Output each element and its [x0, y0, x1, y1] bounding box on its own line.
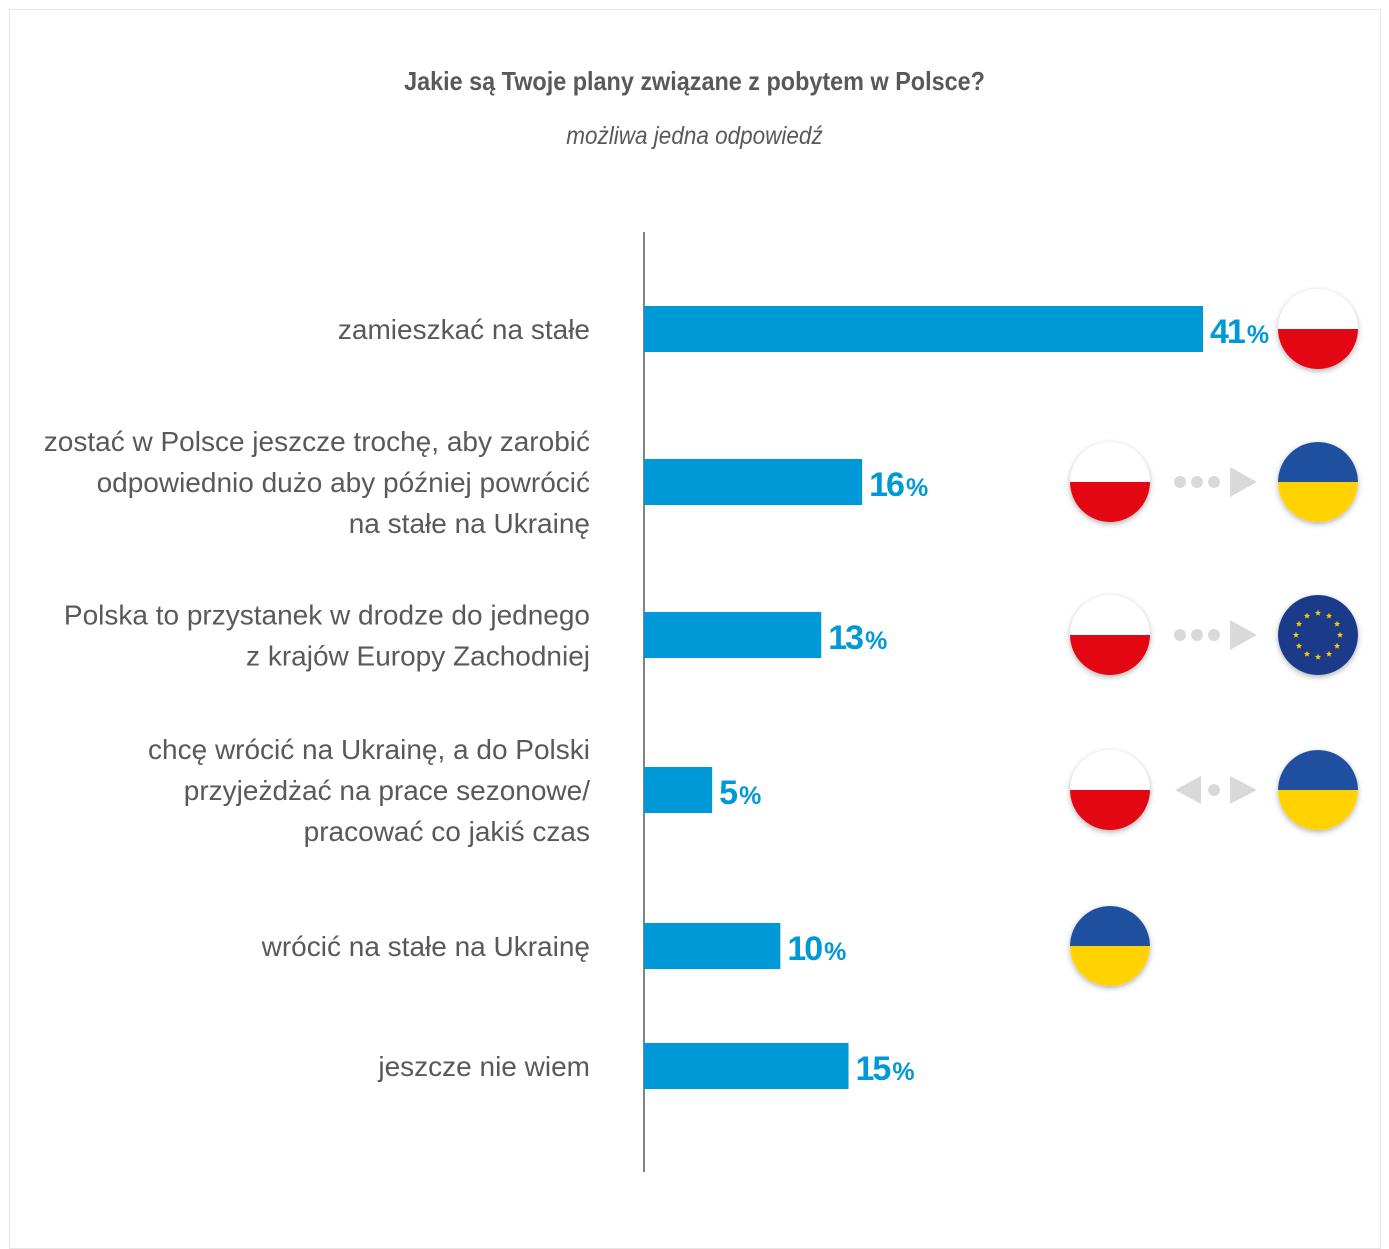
poland-flag-icon [1278, 289, 1358, 369]
direction-arrow-icon [1174, 467, 1257, 497]
two-way-arrow-icon [1175, 776, 1257, 804]
category-label: z krajów Europy Zachodniej [246, 641, 590, 672]
category-label: przyjeżdżać na prace sezonowe/ [184, 775, 590, 806]
direction-arrow-icon [1174, 620, 1257, 650]
eu-flag-icon [1278, 595, 1358, 675]
chart-subtitle: możliwa jedna odpowiedź [566, 122, 823, 150]
category-label: wrócić na stałe na Ukrainę [261, 931, 590, 962]
category-label: zamieszkać na stałe [338, 314, 590, 345]
category-label: na stałe na Ukrainę [349, 508, 590, 539]
category-label: jeszcze nie wiem [377, 1051, 590, 1082]
ukraine-flag-icon [1070, 906, 1150, 986]
poland-flag-icon [1070, 595, 1150, 675]
category-label: chcę wrócić na Ukrainę, a do Polski [148, 734, 590, 765]
poland-flag-icon [1070, 442, 1150, 522]
data-label: 16% [869, 466, 928, 504]
ukraine-flag-icon [1278, 442, 1358, 522]
bar [644, 459, 863, 505]
data-label: 10% [787, 930, 846, 968]
data-label: 41% [1210, 313, 1269, 351]
poland-flag-icon [1070, 750, 1150, 830]
bar [644, 923, 781, 969]
bar [644, 612, 822, 658]
data-label: 5% [719, 774, 761, 812]
category-label: pracować co jakiś czas [304, 816, 590, 847]
ukraine-flag-icon [1278, 750, 1358, 830]
bar [644, 1043, 849, 1089]
bar [644, 306, 1203, 352]
bar [644, 767, 713, 813]
chart-title: Jakie są Twoje plany związane z pobytem … [404, 66, 985, 96]
data-label: 13% [828, 619, 887, 657]
category-label: zostać w Polsce jeszcze trochę, aby zaro… [44, 426, 590, 457]
category-label: odpowiednio dużo aby później powrócić [97, 467, 590, 498]
data-label: 15% [856, 1050, 915, 1088]
category-label: Polska to przystanek w drodze do jednego [64, 600, 590, 631]
